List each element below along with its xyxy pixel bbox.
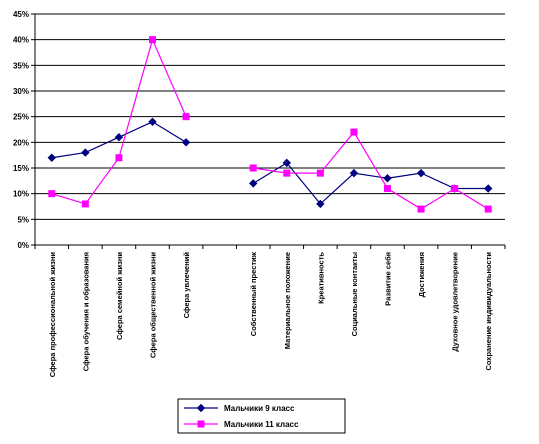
data-point — [283, 169, 291, 177]
y-tick-label: 35% — [13, 61, 29, 70]
gridlines — [35, 13, 505, 220]
series — [47, 117, 493, 209]
data-point — [249, 164, 257, 172]
y-tick-label: 45% — [13, 10, 29, 19]
x-tick-label: Духовное удовлетворение — [451, 252, 460, 352]
series-line — [252, 162, 489, 205]
data-point — [451, 185, 459, 193]
series-line — [253, 131, 489, 210]
data-point — [197, 420, 205, 428]
data-point — [114, 132, 124, 142]
data-point — [484, 184, 493, 193]
legend-entry: Мальчики 9 класс — [184, 403, 295, 413]
x-tick-label: Сфера профессиональной жизни — [48, 252, 57, 378]
legend: Мальчики 9 класс Мальчики 11 класс — [177, 398, 346, 434]
data-point — [282, 158, 291, 168]
x-tick-label: Материальное положение — [283, 252, 292, 349]
legend-label: Мальчики 9 класс — [224, 404, 295, 413]
x-tick-label: Сфера обучения и образования — [81, 252, 90, 371]
data-point — [47, 153, 56, 162]
x-tick-label: Сохранение индивидуальности — [484, 252, 493, 371]
y-tick-label: 5% — [17, 215, 29, 224]
data-point — [416, 168, 426, 178]
data-point — [182, 113, 190, 121]
axes — [34, 14, 506, 249]
data-point — [484, 205, 492, 213]
x-tick-label: Креативность — [316, 252, 325, 304]
data-point — [249, 179, 258, 188]
data-point — [349, 168, 359, 178]
data-point — [316, 169, 324, 177]
data-point — [148, 117, 157, 127]
data-point — [316, 199, 325, 209]
data-point — [149, 36, 156, 44]
y-tick-label: 30% — [13, 87, 29, 96]
legend-label: Мальчики 11 класс — [224, 420, 299, 429]
series-group — [47, 36, 493, 213]
y-tick-label: 25% — [13, 113, 29, 122]
y-tick-label: 10% — [13, 190, 29, 199]
series-line — [51, 37, 187, 205]
data-point — [384, 185, 391, 193]
data-point — [350, 128, 358, 136]
x-axis-labels: Сфера профессиональной жизни Сфера обучен… — [48, 251, 493, 377]
x-tick-label: Развитие себя — [384, 252, 393, 306]
data-point — [115, 154, 123, 162]
y-tick-label: 0% — [17, 241, 29, 250]
x-tick-label: Сфера увлечений — [182, 252, 191, 319]
x-tick-label: Сфера общественной жизни — [149, 252, 158, 358]
y-axis-ticks: 0% 5% 10% 15% 20% 25% 30% 35% 40% 45% — [13, 10, 35, 250]
data-point — [81, 148, 90, 157]
data-point — [196, 403, 206, 413]
x-tick-label: Сфера семейной жизни — [115, 252, 124, 340]
x-tick-label: Собственный престиж — [249, 251, 258, 336]
legend-entry: Мальчики 11 класс — [184, 420, 299, 429]
y-tick-label: 15% — [13, 164, 29, 173]
data-point — [81, 200, 89, 208]
data-point — [383, 174, 392, 183]
series — [48, 36, 492, 213]
legend-box — [177, 398, 346, 434]
data-point — [181, 138, 191, 147]
x-tick-label: Достижения — [417, 252, 426, 297]
y-tick-label: 20% — [13, 138, 29, 147]
data-point — [417, 205, 425, 213]
data-point — [48, 190, 56, 198]
x-tick-label: Социальные контакты — [350, 252, 359, 336]
y-tick-label: 40% — [13, 36, 29, 45]
